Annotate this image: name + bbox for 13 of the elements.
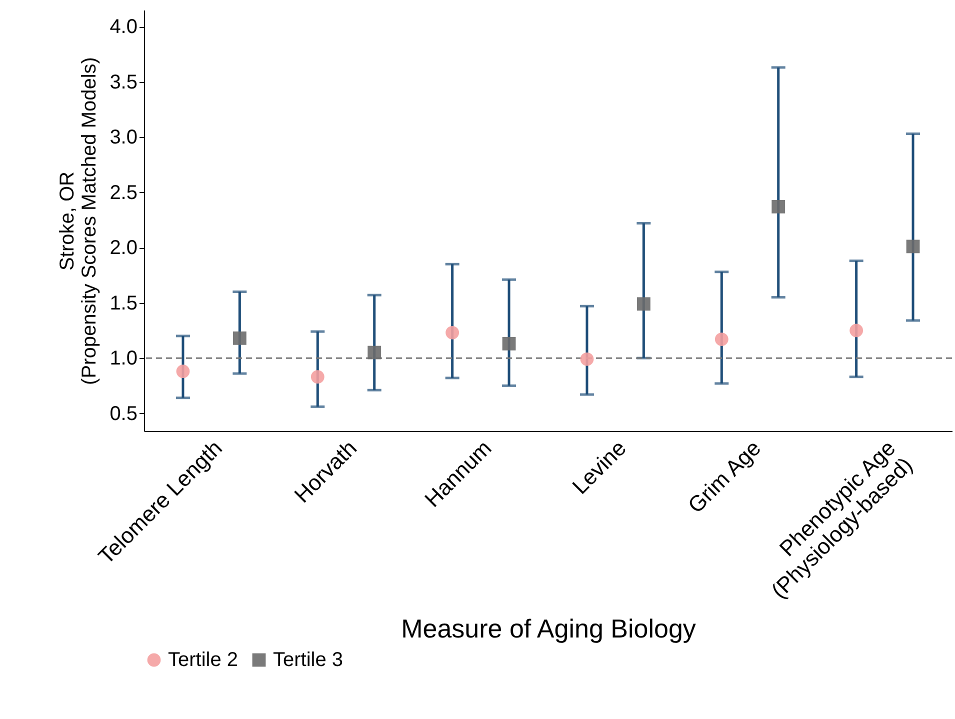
x-tick-label: Grim Age (683, 435, 766, 518)
y-tick-label: 2.5 (110, 182, 138, 204)
y-axis-title: Stroke, OR (Propensity Scores Matched Models) (56, 57, 101, 385)
legend-label: Tertile 3 (273, 649, 344, 671)
y-tick-label: 0.5 (110, 402, 138, 425)
y-tick-label: 3.0 (110, 126, 138, 149)
y-tick-label: 1.5 (110, 292, 138, 314)
y-tick-label: 2.0 (110, 237, 138, 260)
y-tick-label: 3.5 (110, 71, 138, 94)
y-tick-label: 4.0 (110, 16, 138, 38)
x-axis-title: Measure of Aging Biology (401, 613, 696, 644)
y-tick-label: 1.0 (110, 348, 138, 370)
legend-label: Tertile 2 (168, 649, 238, 671)
